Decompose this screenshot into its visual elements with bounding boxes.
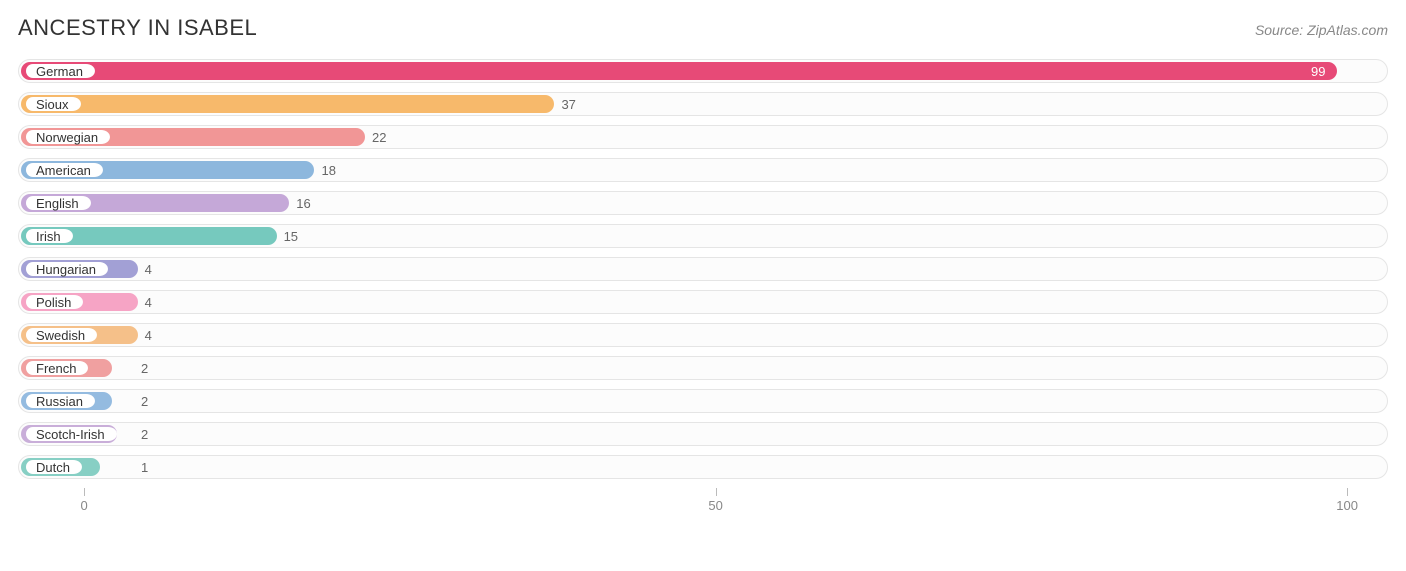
bar-label: Sioux <box>36 97 69 112</box>
bar-row: Scotch-Irish 2 <box>18 422 1388 446</box>
bar-label: Hungarian <box>36 262 96 277</box>
bar-label: American <box>36 163 91 178</box>
bar-track <box>18 356 1388 380</box>
bar-value: 15 <box>284 224 298 248</box>
bar-label: Dutch <box>36 460 70 475</box>
bar-label: Swedish <box>36 328 85 343</box>
bar-value: 1 <box>141 455 148 479</box>
bar-label-pill: Irish <box>24 227 73 245</box>
bar-label: Norwegian <box>36 130 98 145</box>
chart-x-axis: 0 50 100 <box>18 488 1388 528</box>
bar-label-pill: German <box>24 62 95 80</box>
bar-value: 16 <box>296 191 310 215</box>
bar-fill <box>21 95 554 113</box>
bar-row: American 18 <box>18 158 1388 182</box>
bar-row: Swedish 4 <box>18 323 1388 347</box>
bar-value: 18 <box>321 158 335 182</box>
bar-row: English 16 <box>18 191 1388 215</box>
bar-value: 22 <box>372 125 386 149</box>
bar-label-pill: Norwegian <box>24 128 110 146</box>
bar-track <box>18 455 1388 479</box>
bar-row: Norwegian 22 <box>18 125 1388 149</box>
chart-container: ANCESTRY IN ISABEL Source: ZipAtlas.com … <box>0 0 1406 571</box>
bar-value: 4 <box>145 257 152 281</box>
bar-fill <box>21 62 1337 80</box>
bar-track <box>18 422 1388 446</box>
bar-value: 4 <box>145 323 152 347</box>
bar-value: 37 <box>561 92 575 116</box>
bar-track <box>18 389 1388 413</box>
axis-tick <box>1347 488 1348 496</box>
bar-track <box>18 323 1388 347</box>
bar-label-pill: Sioux <box>24 95 81 113</box>
bar-row: German 99 <box>18 59 1388 83</box>
bar-value: 4 <box>145 290 152 314</box>
axis-tick-label: 100 <box>1336 498 1358 513</box>
bar-label: Polish <box>36 295 71 310</box>
axis-tick-label: 50 <box>708 498 722 513</box>
bar-value: 2 <box>141 422 148 446</box>
bar-label-pill: French <box>24 359 88 377</box>
chart-title: ANCESTRY IN ISABEL <box>18 15 257 41</box>
bar-label-pill: Scotch-Irish <box>24 425 117 443</box>
bar-label-pill: American <box>24 161 103 179</box>
bar-value: 2 <box>141 356 148 380</box>
bar-row: Irish 15 <box>18 224 1388 248</box>
bar-row: Polish 4 <box>18 290 1388 314</box>
bar-row: Dutch 1 <box>18 455 1388 479</box>
bar-label: English <box>36 196 79 211</box>
bar-label-pill: English <box>24 194 91 212</box>
bar-label-pill: Hungarian <box>24 260 108 278</box>
bar-label: German <box>36 64 83 79</box>
bar-label-pill: Dutch <box>24 458 82 476</box>
bar-row: Russian 2 <box>18 389 1388 413</box>
axis-tick <box>84 488 85 496</box>
bar-label: Irish <box>36 229 61 244</box>
chart-header: ANCESTRY IN ISABEL Source: ZipAtlas.com <box>18 15 1388 41</box>
bar-row: Hungarian 4 <box>18 257 1388 281</box>
chart-source: Source: ZipAtlas.com <box>1255 22 1388 38</box>
bar-label-pill: Russian <box>24 392 95 410</box>
bar-row: Sioux 37 <box>18 92 1388 116</box>
bar-value: 2 <box>141 389 148 413</box>
bar-label: French <box>36 361 76 376</box>
bar-label: Russian <box>36 394 83 409</box>
bar-label-pill: Swedish <box>24 326 97 344</box>
bar-row: French 2 <box>18 356 1388 380</box>
bar-track <box>18 290 1388 314</box>
bar-track <box>18 257 1388 281</box>
axis-tick <box>716 488 717 496</box>
bar-label-pill: Polish <box>24 293 83 311</box>
bar-value: 99 <box>1311 59 1325 83</box>
axis-tick-label: 0 <box>81 498 88 513</box>
bar-label: Scotch-Irish <box>36 427 105 442</box>
chart-plot-area: German99Sioux37Norwegian22American18Engl… <box>18 59 1388 479</box>
